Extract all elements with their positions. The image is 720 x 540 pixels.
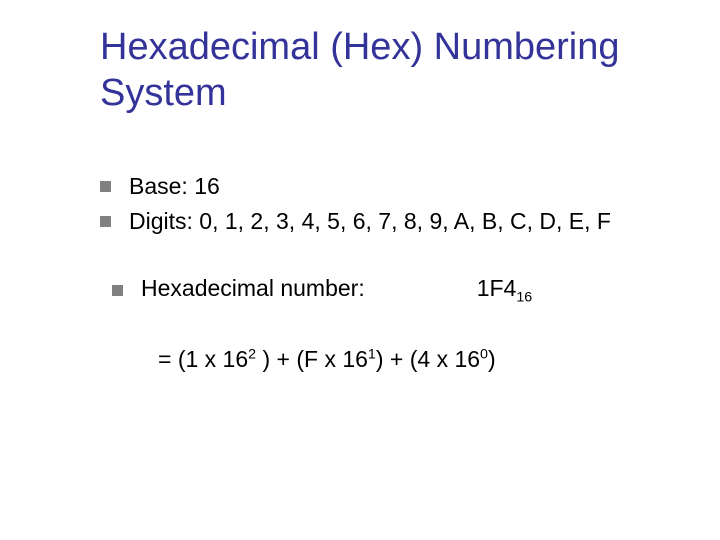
bullet-text: Digits: 0, 1, 2, 3, 4, 5, 6, 7, 8, 9, A,… (129, 206, 611, 237)
calc-exponent: 0 (480, 346, 488, 362)
hex-number-value: 1F416 (477, 275, 533, 306)
slide: Hexadecimal (Hex) Numbering System Base:… (0, 0, 720, 540)
calc-segment: ) + (F x 16 (256, 346, 368, 372)
calc-exponent: 1 (368, 346, 376, 362)
calc-exponent: 2 (248, 346, 256, 362)
square-bullet-icon (100, 216, 111, 227)
hex-number-subscript: 16 (516, 290, 532, 306)
calc-segment: ) + (4 x 16 (376, 346, 480, 372)
bullet-item: Digits: 0, 1, 2, 3, 4, 5, 6, 7, 8, 9, A,… (100, 206, 680, 237)
square-bullet-icon (112, 285, 123, 296)
bullet-text: Base: 16 (129, 171, 220, 202)
bullet-item: Base: 16 (100, 171, 680, 202)
square-bullet-icon (100, 181, 111, 192)
example-label: Hexadecimal number: (141, 275, 365, 302)
calculation-expression: = (1 x 162 ) + (F x 161) + (4 x 160) (158, 346, 680, 373)
calc-segment: = (1 x 16 (158, 346, 248, 372)
bullet-item: Hexadecimal number: 1F416 (112, 275, 680, 306)
calc-segment: ) (488, 346, 496, 372)
hex-number-main: 1F4 (477, 275, 517, 301)
slide-title: Hexadecimal (Hex) Numbering System (100, 25, 680, 116)
